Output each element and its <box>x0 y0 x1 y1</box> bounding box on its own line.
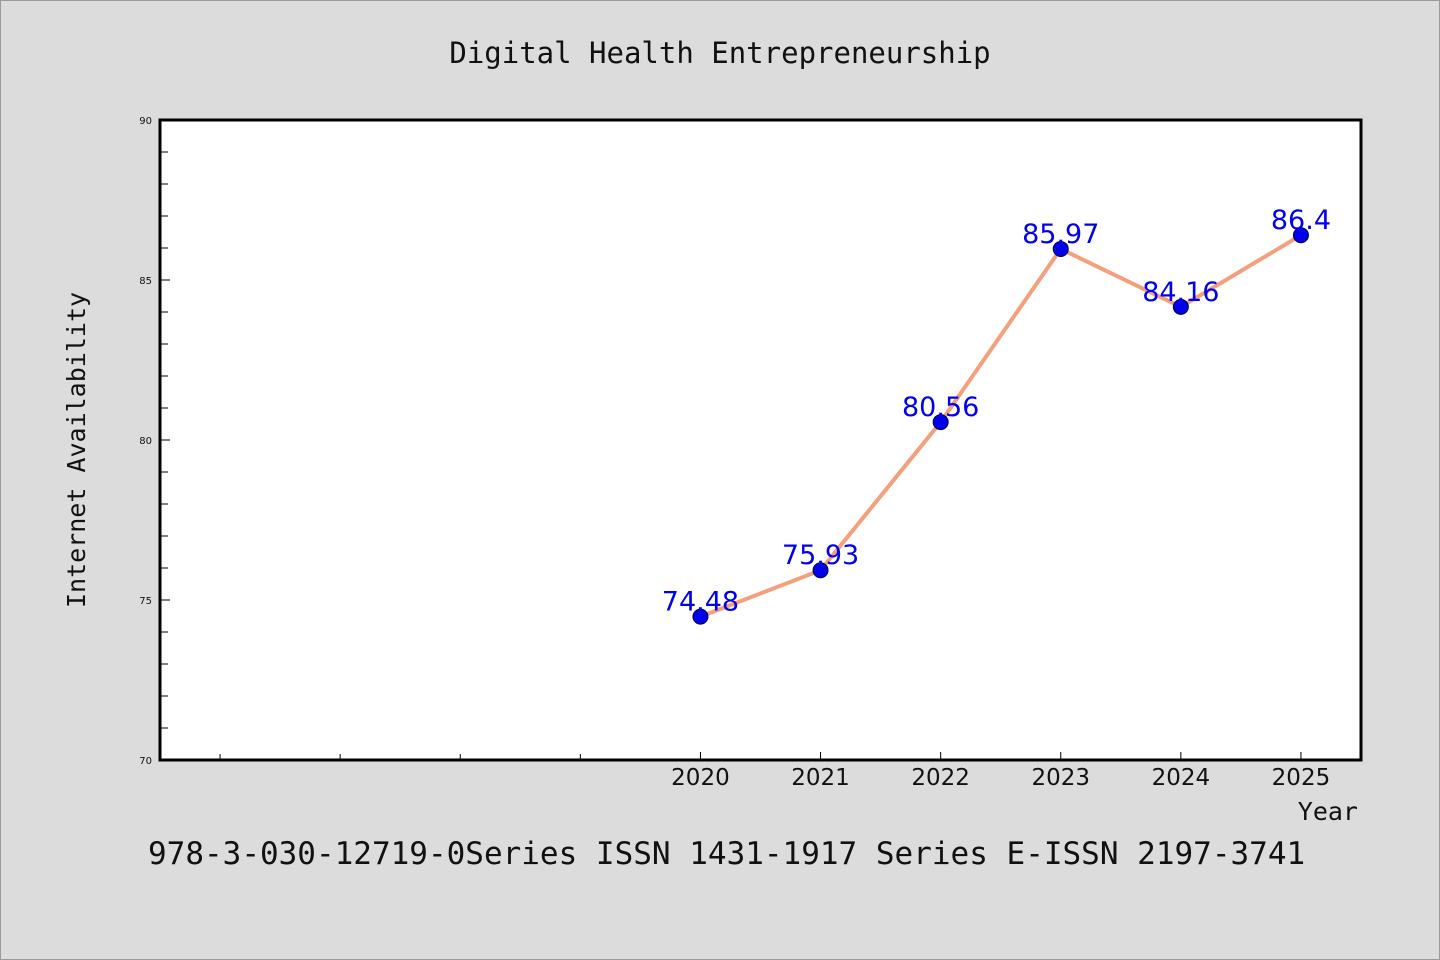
data-point <box>1292 227 1309 244</box>
y-tick-label: 85 <box>139 276 152 287</box>
y-tick-label: 90 <box>139 116 152 127</box>
axes: 70 75 80 85 90 2020 2021 2022 2023 2024 2025 <box>139 116 1330 791</box>
plot-area <box>158 118 1363 762</box>
data-point <box>692 608 709 625</box>
data-label: 84.16 <box>1142 277 1219 308</box>
y-axis-label: Internet Availability <box>62 292 91 608</box>
x-tick-label: 2024 <box>1152 765 1211 791</box>
data-label: 85.97 <box>1022 219 1099 250</box>
y-tick-label: 80 <box>139 436 152 447</box>
y-tick-label: 70 <box>139 756 152 767</box>
x-axis-label: Year <box>1298 797 1358 826</box>
series-line-path <box>699 233 1302 619</box>
y-tick-label: 75 <box>139 596 152 607</box>
x-tick-label: 2025 <box>1272 765 1331 791</box>
chart-title: Digital Health Entrepreneurship <box>449 36 990 70</box>
data-label: 86.4 <box>1271 205 1331 236</box>
x-tick-label: 2020 <box>671 765 730 791</box>
data-point <box>932 414 949 431</box>
series-line <box>692 227 1309 625</box>
x-tick-label: 2023 <box>1031 765 1090 791</box>
data-label: 75.93 <box>782 540 859 571</box>
data-point <box>1052 240 1069 257</box>
footer-text: 978-3-030-12719-0Series ISSN 1431-1917 S… <box>148 836 1305 872</box>
data-label: 74.48 <box>662 587 739 618</box>
x-tick-label: 2021 <box>791 765 850 791</box>
data-labels: 74.48 75.93 80.56 85.97 84.16 86.4 <box>662 205 1331 617</box>
x-tick-label: 2022 <box>911 765 970 791</box>
data-point <box>1172 298 1189 315</box>
data-point <box>812 562 829 579</box>
data-label: 80.56 <box>902 392 979 423</box>
